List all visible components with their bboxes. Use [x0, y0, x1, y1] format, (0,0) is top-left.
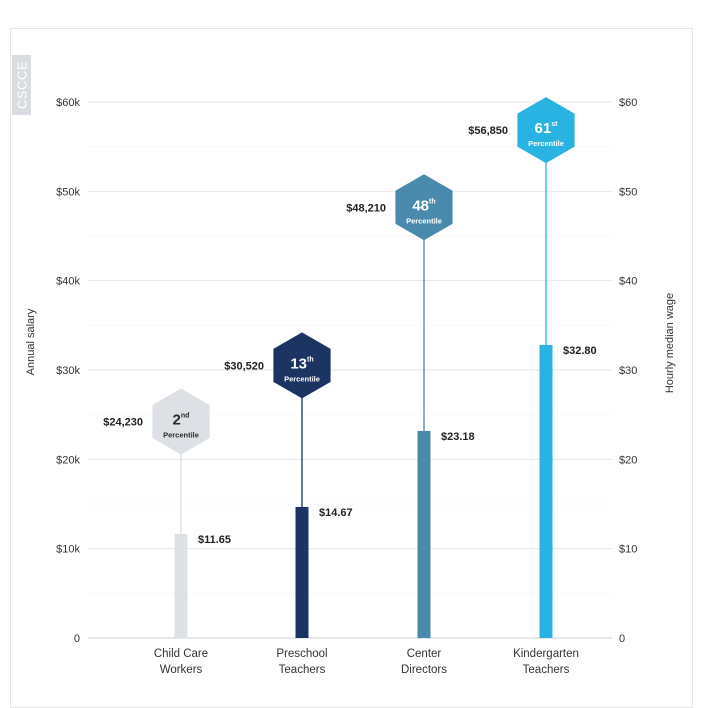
left-tick-label: $60k	[56, 97, 80, 109]
hourly-wage-bar	[295, 506, 309, 638]
percentile-hexagon	[395, 174, 453, 241]
left-tick-label: $10k	[56, 544, 80, 556]
left-tick-label: $20k	[56, 454, 80, 466]
left-tick-label: $50k	[56, 186, 80, 198]
right-axis-title: Hourly median wage	[664, 293, 676, 393]
right-tick-label: $20	[619, 454, 637, 466]
percentile-number: 48th	[412, 197, 435, 214]
right-tick-label: $30	[619, 365, 637, 377]
category-label: Center	[407, 648, 442, 660]
annual-salary-label: $56,850	[468, 125, 508, 137]
percentile-number: 2nd	[173, 412, 190, 429]
right-tick-label: $50	[619, 186, 637, 198]
hourly-wage-label: $11.65	[198, 534, 231, 546]
left-axis-title: Annual salary	[25, 308, 37, 375]
hourly-wage-label: $14.67	[319, 507, 353, 519]
percentile-hexagon	[517, 97, 575, 164]
left-tick-label: $40k	[56, 276, 80, 288]
annual-salary-label: $24,230	[103, 417, 143, 429]
cscce-logo: CSCCE	[12, 55, 31, 115]
category-label: Teachers	[523, 664, 570, 676]
left-tick-label: $30k	[56, 365, 80, 377]
annual-salary-label: $48,210	[346, 202, 386, 214]
salary-wage-chart: 0 $10k $20k $30k $40k $50k $60k 0 $10 $20 $30 $40 $5…	[25, 97, 676, 676]
percentile-hexagon	[273, 332, 331, 399]
category-label: Workers	[160, 664, 203, 676]
right-tick-label: $60	[619, 97, 637, 109]
percentile-word: Percentile	[406, 216, 442, 225]
category-label: Kindergarten	[513, 648, 579, 660]
hourly-wage-bar	[417, 430, 431, 638]
right-tick-label: $10	[619, 544, 637, 556]
percentile-number: 13th	[290, 355, 313, 372]
right-tick-label: $40	[619, 276, 637, 288]
percentile-hexagon	[152, 388, 210, 455]
annual-salary-label: $30,520	[224, 360, 264, 372]
right-tick-label: 0	[619, 633, 625, 645]
category-label: Directors	[401, 664, 447, 676]
category-label: Preschool	[276, 648, 327, 660]
hourly-wage-label: $23.18	[441, 431, 475, 443]
percentile-number: 61st	[535, 120, 559, 137]
left-tick-label: 0	[74, 633, 80, 645]
percentile-word: Percentile	[528, 139, 564, 148]
category-label: Child Care	[154, 648, 208, 660]
hourly-wage-bar	[539, 344, 553, 638]
percentile-word: Percentile	[284, 374, 320, 383]
hourly-wage-bar	[174, 533, 188, 638]
hourly-wage-label: $32.80	[563, 345, 597, 357]
category-label: Teachers	[279, 664, 326, 676]
percentile-word: Percentile	[163, 431, 199, 440]
